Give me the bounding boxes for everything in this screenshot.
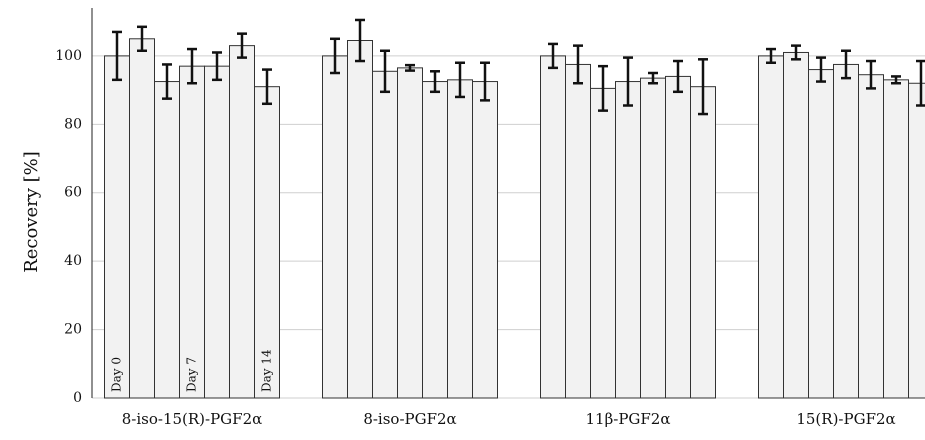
- error-bar: [623, 56, 633, 107]
- error-bar: [841, 49, 851, 80]
- error-bar: [480, 61, 490, 102]
- error-bar: [766, 47, 776, 64]
- x-tick-label: 8-iso-PGF2α: [363, 410, 456, 428]
- error-bar: [598, 64, 608, 112]
- error-bar: [330, 37, 340, 75]
- bar: [179, 65, 205, 399]
- error-bar: [816, 56, 826, 83]
- bar: [833, 63, 859, 399]
- bar: [129, 38, 155, 399]
- error-bar: [455, 61, 465, 99]
- y-tick-label: 20: [64, 322, 82, 338]
- bar: [858, 74, 884, 399]
- error-bar: [137, 25, 147, 53]
- x-tick-label: 11β-PGF2α: [586, 410, 671, 428]
- bar: [472, 81, 498, 399]
- error-bar: [187, 47, 197, 85]
- bar-label: Day 7: [185, 357, 199, 392]
- bar: [397, 67, 423, 399]
- error-bar: [237, 32, 247, 59]
- y-tick-label: 40: [64, 253, 82, 269]
- error-bar: [673, 59, 683, 94]
- error-bar: [866, 59, 876, 90]
- error-bar: [380, 49, 390, 94]
- bar: [590, 87, 616, 399]
- error-bar: [791, 44, 801, 61]
- error-bar: [573, 44, 583, 85]
- bar: [615, 81, 641, 399]
- y-axis-label: Recovery [%]: [21, 151, 42, 273]
- bar: [322, 55, 348, 399]
- error-bar: [262, 68, 272, 106]
- x-tick-label: 15(R)-PGF2α: [796, 410, 895, 428]
- bar: [690, 86, 716, 399]
- error-bar: [891, 75, 901, 85]
- error-bar: [916, 59, 925, 107]
- error-bar: [162, 63, 172, 100]
- bar: [808, 69, 834, 399]
- y-tick-label: 60: [64, 185, 82, 201]
- bar: [783, 51, 809, 399]
- bar: [104, 55, 130, 399]
- error-bar: [430, 70, 440, 94]
- error-bar: [698, 58, 708, 116]
- bar: [908, 82, 925, 399]
- bar: [422, 81, 448, 399]
- error-bar: [112, 30, 122, 82]
- x-tick-label: 8-iso-15(R)-PGF2α: [122, 410, 263, 428]
- bar-label: Day 14: [260, 349, 274, 392]
- bar: [883, 79, 909, 399]
- bar: [154, 81, 180, 399]
- y-tick-label: 0: [73, 390, 82, 406]
- bar-label: Day 0: [110, 357, 124, 392]
- bar: [640, 77, 666, 399]
- error-bar: [212, 51, 222, 82]
- bar: [229, 45, 255, 399]
- error-bar: [548, 42, 558, 70]
- bar: [565, 63, 591, 399]
- error-bar: [355, 18, 365, 63]
- y-tick-label: 100: [55, 48, 82, 64]
- bar: [204, 65, 230, 399]
- bar: [447, 79, 473, 399]
- bar: [758, 55, 784, 399]
- bar: [347, 40, 373, 399]
- bar: [665, 75, 691, 399]
- bar: [372, 70, 398, 399]
- error-bar: [648, 71, 658, 85]
- y-tick-label: 80: [64, 116, 82, 132]
- bar: [540, 55, 566, 399]
- error-bar: [405, 63, 415, 72]
